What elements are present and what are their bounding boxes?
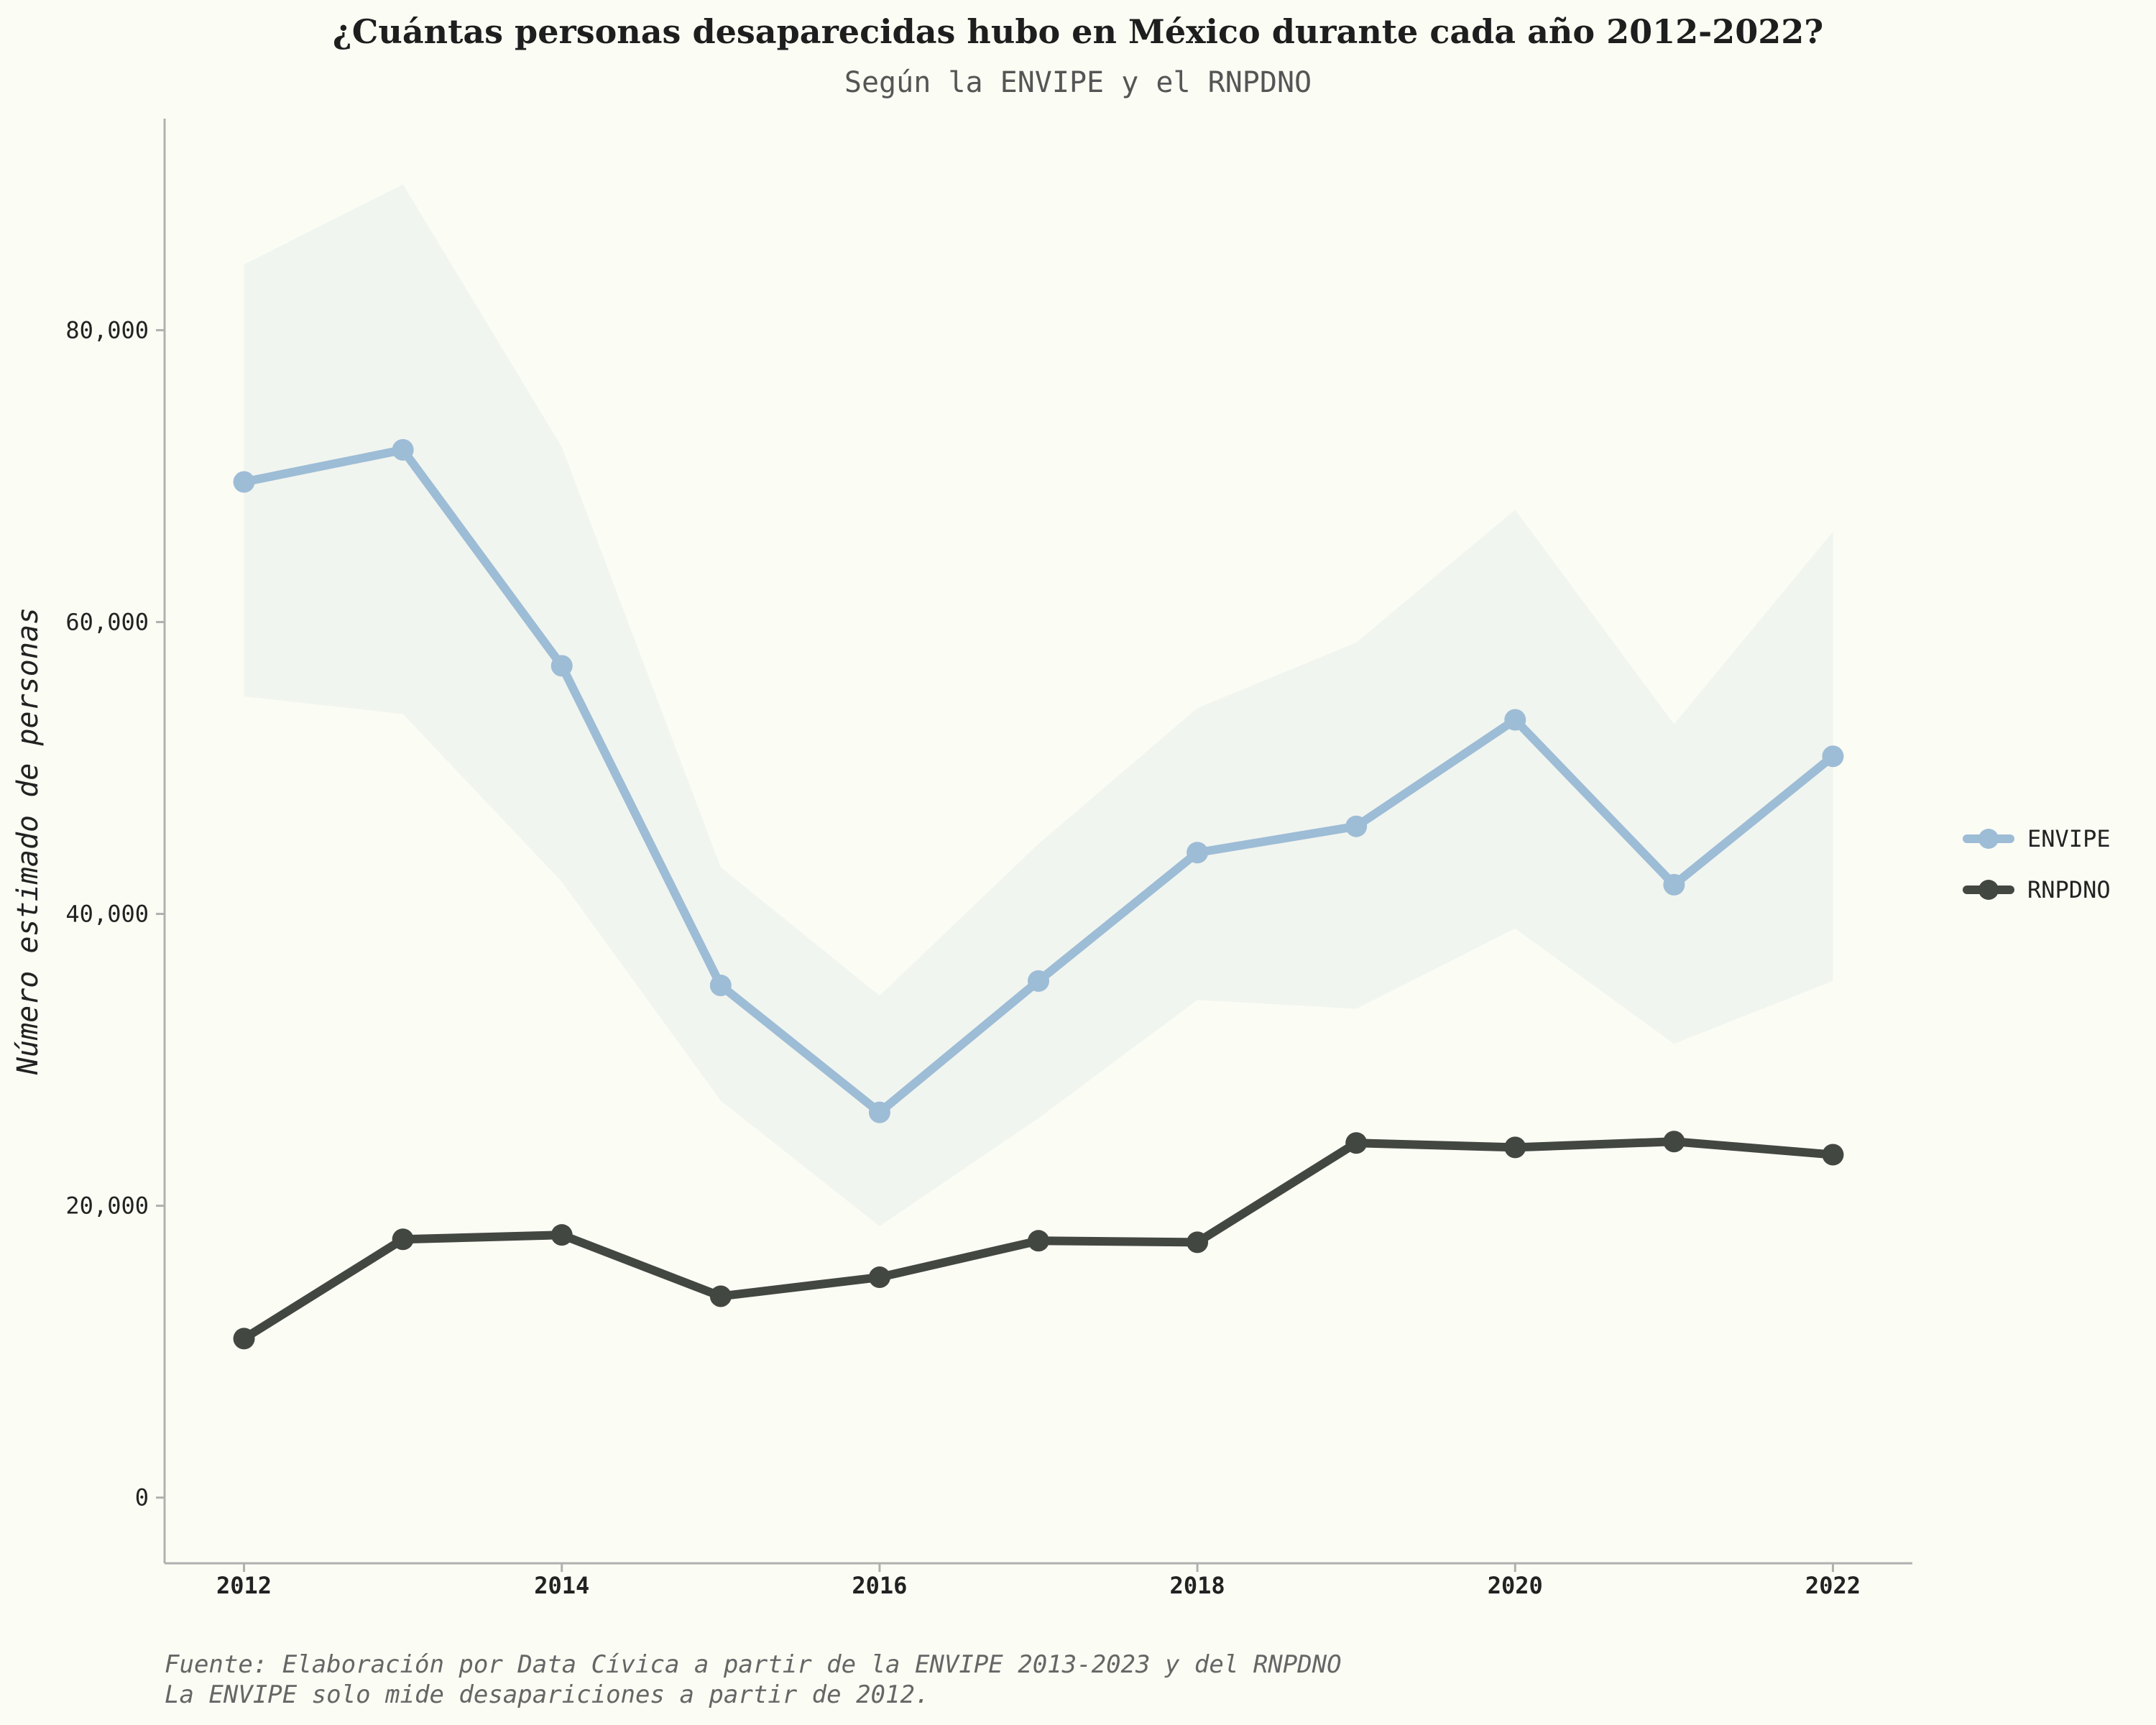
- series: [233, 438, 1844, 1350]
- caption-line-1: Fuente: Elaboración por Data Cívica a pa…: [165, 1650, 1342, 1679]
- legend-item-rnpdno: RNPDNO: [1963, 876, 2111, 903]
- rnpdno-point: [1028, 1230, 1049, 1252]
- chart-subtitle: Según la ENVIPE y el RNPDNO: [844, 66, 1312, 99]
- envipe-point: [392, 438, 414, 461]
- envipe-point: [1504, 709, 1526, 731]
- rnpdno-series: [233, 1131, 1844, 1350]
- legend: ENVIPE RNPDNO: [1963, 825, 2111, 903]
- envipe-point: [1028, 970, 1049, 992]
- x-ticks: 2012 2014 2016 2018 2020 2022: [216, 1563, 1861, 1599]
- legend-swatch-point: [1978, 880, 1999, 900]
- legend-item-envipe: ENVIPE: [1963, 825, 2111, 852]
- envipe-point: [709, 975, 732, 996]
- rnpdno-point: [1504, 1136, 1526, 1159]
- legend-swatch-point: [1978, 829, 1999, 849]
- rnpdno-point: [1187, 1231, 1209, 1254]
- rnpdno-point: [1663, 1131, 1685, 1153]
- x-tick-label: 2022: [1805, 1572, 1861, 1599]
- x-tick-label: 2020: [1488, 1572, 1543, 1599]
- rnpdno-point: [1822, 1144, 1844, 1166]
- x-tick-label: 2018: [1170, 1572, 1225, 1599]
- y-tick-label: 80,000: [65, 316, 149, 344]
- rnpdno-point: [1345, 1132, 1368, 1154]
- x-tick-label: 2012: [216, 1572, 272, 1599]
- x-tick-label: 2014: [534, 1572, 589, 1599]
- envipe-point: [1345, 815, 1368, 837]
- envipe-point: [233, 471, 255, 493]
- envipe-point: [550, 655, 573, 677]
- y-tick-label: 20,000: [65, 1192, 149, 1220]
- y-tick-label: 40,000: [65, 901, 149, 928]
- envipe-series: [233, 438, 1844, 1123]
- envipe-point: [1663, 873, 1685, 896]
- x-tick-label: 2016: [852, 1572, 907, 1599]
- axes: [163, 119, 1912, 1565]
- envipe-confidence-band: [244, 184, 1833, 1226]
- y-ticks: 0 20,000 40,000 60,000 80,000: [65, 316, 165, 1512]
- rnpdno-point: [392, 1228, 414, 1251]
- envipe-point: [1187, 842, 1209, 864]
- rnpdno-point: [709, 1285, 732, 1307]
- legend-label: RNPDNO: [2027, 876, 2111, 903]
- y-tick-label: 0: [135, 1484, 149, 1512]
- caption-line-2: La ENVIPE solo mide desapariciones a par…: [165, 1680, 929, 1709]
- legend-label: ENVIPE: [2027, 825, 2111, 852]
- envipe-band-area: [244, 184, 1833, 1226]
- envipe-point: [868, 1101, 890, 1123]
- y-tick-label: 60,000: [65, 608, 149, 635]
- y-axis-label: Número estimado de personas: [11, 607, 45, 1075]
- rnpdno-point: [233, 1328, 255, 1350]
- envipe-point: [1822, 745, 1844, 768]
- rnpdno-point: [868, 1266, 890, 1289]
- chart-title: ¿Cuántas personas desaparecidas hubo en …: [333, 12, 1823, 51]
- rnpdno-point: [550, 1224, 573, 1246]
